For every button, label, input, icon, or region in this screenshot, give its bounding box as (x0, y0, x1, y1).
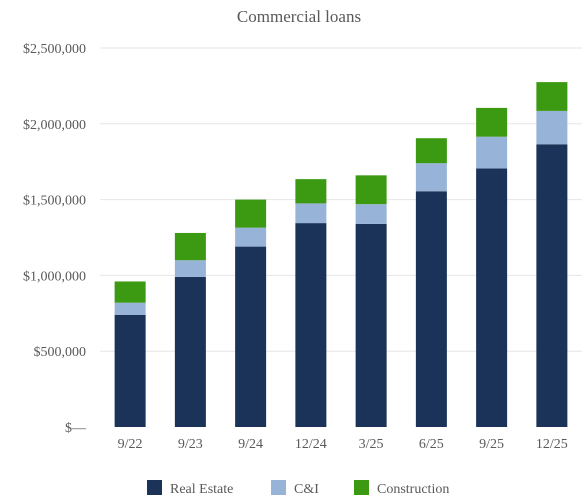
bar-segment-c-i-9-25 (476, 136, 508, 169)
bar-segment-construction-9-23 (174, 232, 206, 261)
x-axis: 9/22 9/23 9/24 12/24 3/25 6/25 9/25 12/25 (118, 437, 568, 452)
bar-segment-construction-12-25 (536, 82, 568, 111)
y-tick-label: $2,000,000 (23, 118, 86, 133)
bar-segment-real-estate-3-25 (355, 223, 387, 427)
legend-swatch (271, 480, 286, 495)
bar-segment-real-estate-9-25 (476, 168, 508, 427)
x-tick-label: 12/24 (295, 437, 327, 452)
bar-segment-c-i-9-22 (114, 302, 146, 315)
y-tick-label: $— (65, 421, 87, 436)
bar-segment-construction-3-25 (355, 175, 387, 205)
legend-label: Real Estate (170, 482, 233, 497)
legend-label: Construction (377, 482, 449, 497)
bar-segment-real-estate-12-25 (536, 144, 568, 428)
y-tick-label: $1,000,000 (23, 269, 86, 284)
x-tick-label: 9/23 (178, 437, 203, 452)
legend-swatch (147, 480, 162, 495)
x-tick-label: 3/25 (359, 437, 384, 452)
bar-segment-c-i-3-25 (355, 204, 387, 224)
chart-title: Commercial loans (237, 7, 361, 26)
legend-label: C&I (294, 482, 319, 497)
bar-segment-construction-9-24 (235, 199, 267, 228)
x-tick-label: 6/25 (419, 437, 444, 452)
bar-segment-construction-6-25 (415, 138, 447, 164)
bar-segment-real-estate-6-25 (415, 191, 447, 427)
bar-segment-c-i-9-24 (235, 227, 267, 247)
bar-segment-real-estate-9-23 (174, 276, 206, 427)
bar-segment-construction-12-24 (295, 179, 327, 204)
bar-segment-c-i-12-25 (536, 110, 568, 145)
bar-segment-c-i-6-25 (415, 163, 447, 192)
x-tick-label: 9/25 (479, 437, 504, 452)
bars (114, 82, 568, 428)
bar-segment-real-estate-9-24 (235, 246, 267, 427)
grid-lines (100, 47, 582, 352)
y-tick-label: $1,500,000 (23, 194, 86, 209)
bar-segment-c-i-12-24 (295, 203, 327, 224)
legend: Real Estate C&I Construction (147, 480, 449, 497)
bar-segment-real-estate-9-22 (114, 314, 146, 427)
y-tick-label: $2,500,000 (23, 42, 86, 57)
legend-swatch (354, 480, 369, 495)
x-tick-label: 12/25 (536, 437, 568, 452)
x-tick-label: 9/22 (118, 437, 143, 452)
bar-segment-construction-9-25 (476, 107, 508, 137)
bar-segment-c-i-9-23 (174, 260, 206, 277)
y-tick-label: $500,000 (34, 345, 87, 360)
bar-segment-construction-9-22 (114, 281, 146, 303)
bar-segment-real-estate-12-24 (295, 223, 327, 427)
y-axis: $— $500,000 $1,000,000 $1,500,000 $2,000,000… (23, 42, 87, 436)
x-tick-label: 9/24 (238, 437, 263, 452)
